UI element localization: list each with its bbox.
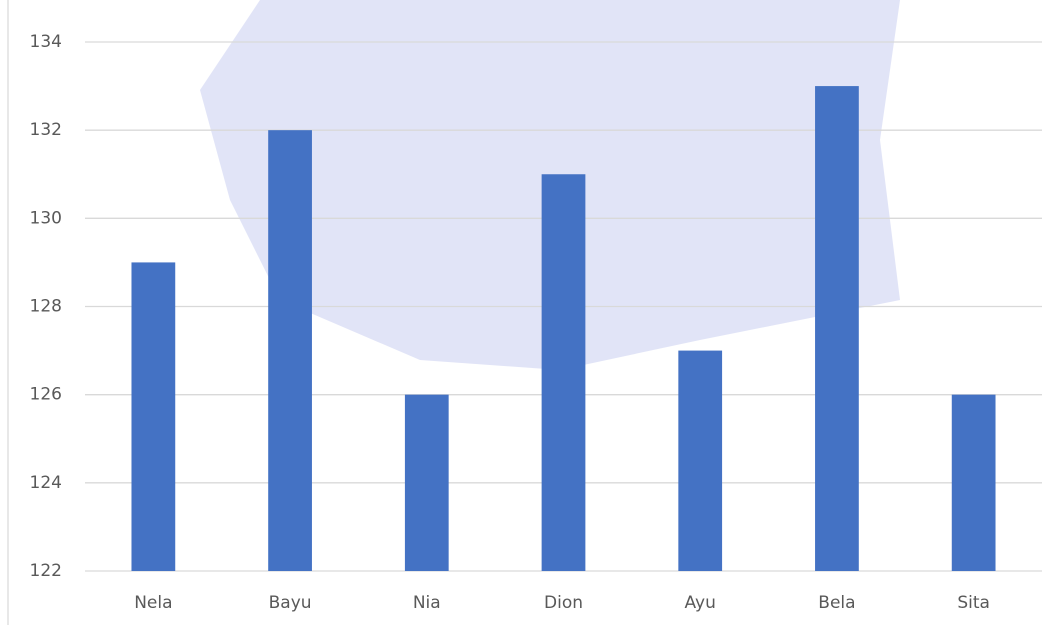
y-tick-label: 126 [30,385,62,405]
y-tick-label: 132 [30,120,62,140]
x-tick-label: Ayu [685,593,716,613]
x-tick-label: Nela [134,593,172,613]
y-tick-label: 130 [30,208,62,228]
bar [268,130,312,571]
y-tick-label: 122 [30,561,62,581]
bar [815,86,859,571]
bar [404,394,449,571]
x-tick-label: Bela [818,593,855,613]
y-tick-label: 134 [30,32,62,52]
bar [678,350,723,571]
x-tick-label: Dion [544,593,583,613]
x-tick-label: Sita [957,593,990,613]
bar [951,394,996,571]
y-tick-label: 128 [30,297,62,317]
x-tick-label: Nia [413,593,441,613]
y-tick-label: 124 [30,473,62,493]
bar [131,262,176,571]
bar [541,174,586,571]
x-tick-label: Bayu [269,593,312,613]
